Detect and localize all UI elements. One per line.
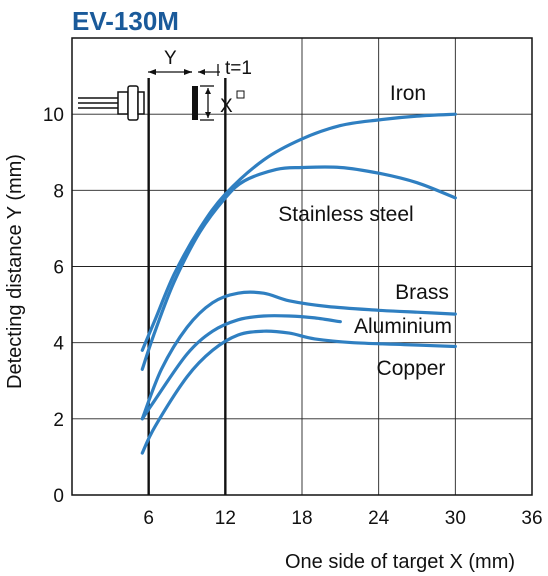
series-line-aluminium	[140, 314, 342, 421]
sensor-icon	[78, 85, 145, 121]
superscript-square-icon	[236, 90, 245, 99]
y-axis-label: Detecting distance Y (mm)	[4, 154, 26, 389]
series-label-copper: Copper	[377, 357, 446, 380]
x-tick-label: 30	[445, 508, 466, 529]
thickness-label: t=1	[225, 58, 252, 79]
x-tick-label: 36	[521, 508, 542, 529]
y-tick-label: 8	[53, 181, 64, 202]
y-tick-label: 0	[53, 486, 64, 507]
series-line-brass	[140, 290, 457, 421]
sensor-diagram: Y t=1 X	[78, 48, 252, 121]
dimension-arrows	[148, 64, 220, 76]
chart-title: EV-130M	[72, 6, 179, 36]
x-dimension-label: X	[220, 96, 233, 117]
y-tick-label: 2	[53, 410, 64, 431]
series-labels: Iron Stainless steel Brass Aluminium Copper	[278, 82, 452, 380]
target-plate-icon	[192, 85, 214, 121]
reference-lines	[147, 78, 227, 495]
y-tick-label: 4	[53, 334, 64, 355]
series-line-iron	[140, 112, 457, 352]
y-dimension-label: Y	[164, 48, 177, 69]
y-tick-label: 10	[43, 105, 64, 126]
series-label-iron: Iron	[390, 82, 426, 105]
y-tick-label: 6	[53, 258, 64, 279]
series-line-copper	[140, 329, 457, 455]
x-axis-label: One side of target X (mm)	[285, 551, 515, 573]
series-line-stainless-steel	[140, 165, 457, 371]
series-label-brass: Brass	[395, 281, 449, 304]
plot-frame	[71, 37, 533, 496]
series-group	[140, 112, 457, 455]
series-label-aluminium: Aluminium	[354, 315, 452, 338]
x-tick-label: 24	[368, 508, 390, 529]
x-tick-label: 6	[143, 508, 154, 529]
x-tick-label: 12	[215, 508, 236, 529]
series-label-stainless-steel: Stainless steel	[278, 203, 413, 226]
x-tick-label: 18	[291, 508, 312, 529]
